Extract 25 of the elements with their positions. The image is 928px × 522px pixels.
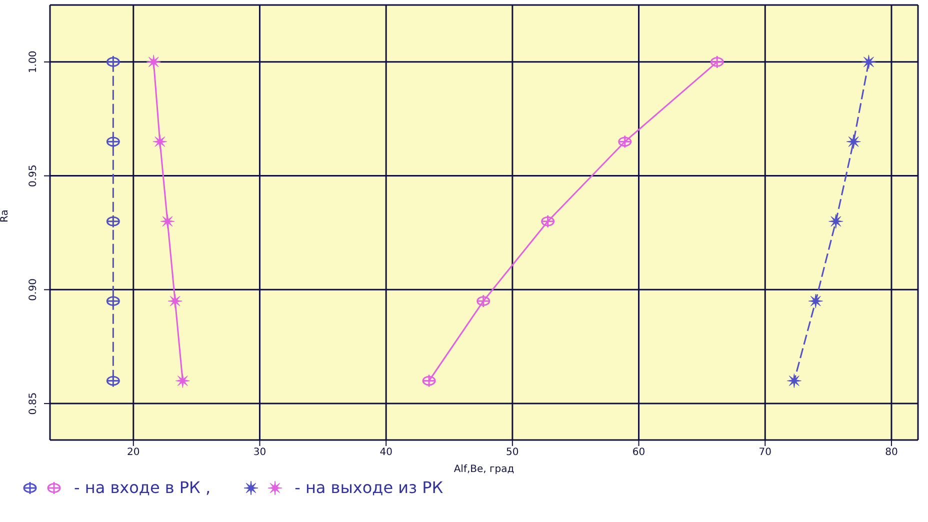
point bbox=[175, 374, 190, 388]
x-tick-label: 70 bbox=[758, 447, 772, 458]
y-tick-label: 0.95 bbox=[28, 164, 39, 187]
x-tick-label: 30 bbox=[253, 447, 266, 458]
x-tick-label: 40 bbox=[380, 447, 392, 458]
x-axis-title: Alf,Be, град bbox=[454, 464, 514, 475]
point bbox=[846, 134, 861, 149]
y-tick-label: 1.00 bbox=[28, 50, 39, 74]
x-tick-label: 20 bbox=[127, 447, 140, 458]
y-tick-label: 0.85 bbox=[28, 392, 39, 415]
text: - на выходе из РК bbox=[294, 478, 444, 497]
point bbox=[152, 134, 168, 149]
text: - на входе в РК , bbox=[74, 478, 211, 497]
y-axis-title: Ra bbox=[0, 210, 11, 222]
point bbox=[808, 294, 823, 308]
point bbox=[160, 214, 175, 229]
point bbox=[168, 294, 182, 308]
point bbox=[861, 54, 876, 70]
x-tick-label: 80 bbox=[885, 447, 898, 458]
x-tick-label: 50 bbox=[506, 447, 519, 458]
y-tick-label: 0.90 bbox=[28, 278, 39, 301]
point bbox=[786, 374, 802, 388]
point bbox=[828, 214, 844, 229]
point bbox=[146, 54, 161, 70]
x-tick-label: 60 bbox=[632, 447, 646, 458]
